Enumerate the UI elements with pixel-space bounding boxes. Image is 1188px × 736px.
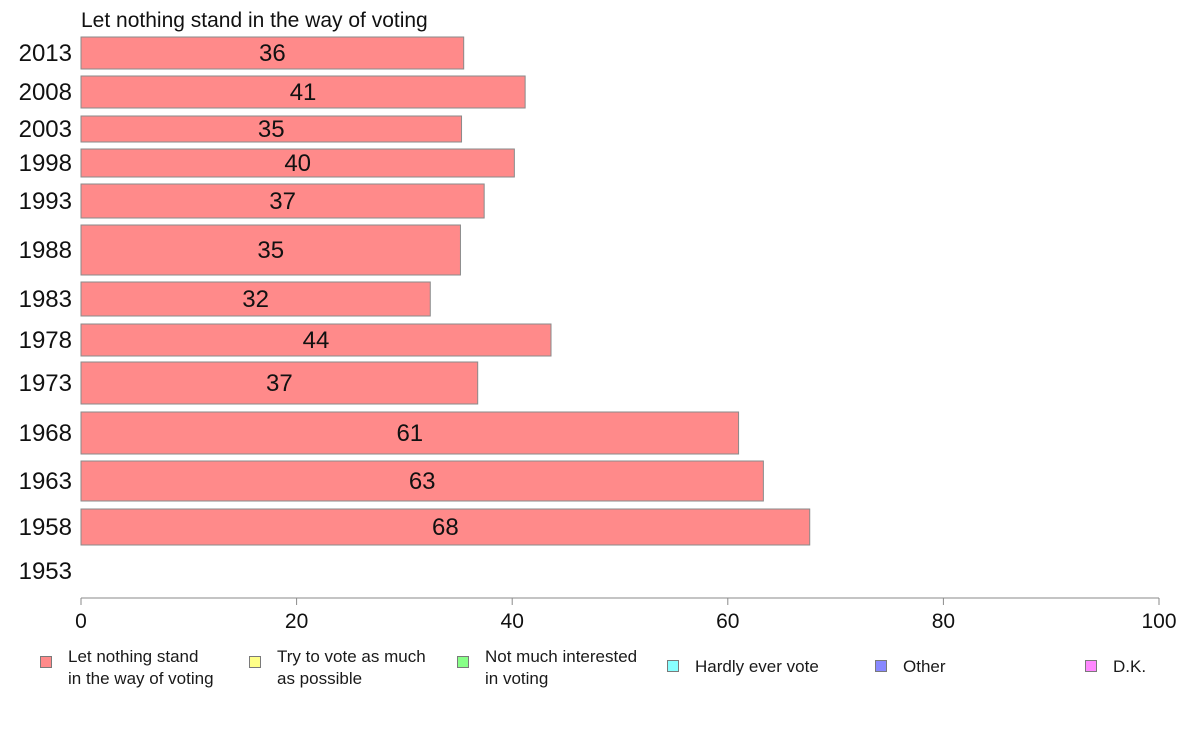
legend-item: D.K. [1085,656,1146,678]
x-tick-label: 20 [285,610,308,633]
x-tick-label: 100 [1141,610,1176,633]
legend-swatch [1085,660,1097,672]
category-label: 1983 [19,286,72,313]
legend-item: Hardly ever vote [667,656,819,678]
x-axis: 2013 2008 2003 1998 1993 1988 1983 1978 1973 1968… [19,40,1177,633]
bar [80,460,764,502]
bar-value-label: 41 [290,79,317,106]
legend-swatch [457,656,469,668]
category-label: 1988 [19,237,72,264]
category-label: 2008 [19,79,72,106]
legend-label: Not much interested in voting [485,647,638,688]
chart-title: Let nothing stand in the way of voting [81,9,428,32]
legend-swatch [40,656,52,668]
bar [80,115,463,143]
legend-label: Hardly ever vote [695,657,819,676]
bar-value-label: 63 [409,468,436,495]
bar-value-label: 35 [257,237,284,264]
legend-swatch [875,660,887,672]
legend-item: Other [875,656,946,678]
x-tick-label: 60 [716,610,739,633]
legend-swatch [249,656,261,668]
bar [80,361,479,405]
bar [80,224,461,276]
bar [80,36,465,70]
category-label: 1968 [19,420,72,447]
category-label: 1993 [19,188,72,215]
category-label: 1953 [19,558,72,585]
legend-label: Try to vote as much as possible [277,647,426,688]
category-label: 2003 [19,116,72,143]
legend-label: Other [903,657,946,676]
legend-label: D.K. [1113,657,1147,676]
legend-label: Let nothing stand in the way of voting [68,647,214,688]
bar-value-label: 32 [242,286,269,313]
category-label: 1978 [19,327,72,354]
bar-value-label: 35 [258,116,285,143]
legend-item: Not much interested in voting [457,646,637,690]
bar [80,75,526,109]
bar-value-label: 68 [432,514,459,541]
bar-value-label: 36 [259,40,286,67]
x-tick-label: 0 [75,610,87,633]
bar [80,323,552,357]
bar [80,183,485,219]
chart-canvas: Let nothing stand in the way of voting 3… [19,9,1177,633]
bar-value-label: 37 [266,370,293,397]
bar-value-label: 61 [396,420,423,447]
bar [80,281,431,317]
category-label: 2013 [19,40,72,67]
category-label: 1973 [19,370,72,397]
bar [80,411,740,455]
x-tick-label: 80 [932,610,955,633]
bar [80,508,811,546]
legend-item: Let nothing stand in the way of voting [40,646,214,690]
category-label: 1958 [19,514,72,541]
bar-value-label: 40 [284,150,311,177]
legend: Let nothing stand in the way of voting Tr… [0,646,1188,706]
category-label: 1963 [19,468,72,495]
legend-item: Try to vote as much as possible [249,646,426,690]
category-label: 1998 [19,150,72,177]
legend-swatch [667,660,679,672]
bar-value-label: 37 [269,188,296,215]
bar [80,148,515,178]
x-tick-label: 40 [501,610,524,633]
bar-value-label: 44 [303,327,330,354]
